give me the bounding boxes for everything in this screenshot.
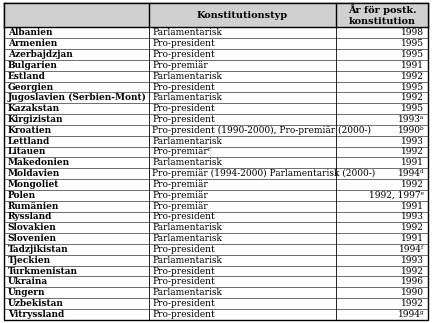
Text: Parlamentarisk: Parlamentarisk xyxy=(152,137,222,146)
Text: Parlamentarisk: Parlamentarisk xyxy=(152,158,222,167)
Text: Slovenien: Slovenien xyxy=(8,234,57,243)
Text: Pro-president (1990-2000), Pro-premiär (2000-): Pro-president (1990-2000), Pro-premiär (… xyxy=(152,126,372,135)
Text: Parlamentarisk: Parlamentarisk xyxy=(152,72,222,81)
Bar xyxy=(4,3,428,27)
Text: 1992: 1992 xyxy=(401,180,424,189)
Text: Parlamentarisk: Parlamentarisk xyxy=(152,93,222,102)
Text: 1992: 1992 xyxy=(401,299,424,308)
Text: Pro-president: Pro-president xyxy=(152,213,215,222)
Text: Pro-premiär: Pro-premiär xyxy=(152,202,208,211)
Text: Vitryssland: Vitryssland xyxy=(8,310,64,319)
Text: 1993: 1993 xyxy=(401,213,424,222)
Text: Pro-president: Pro-president xyxy=(152,310,215,319)
Text: Pro-president: Pro-president xyxy=(152,299,215,308)
Text: 1995: 1995 xyxy=(401,82,424,91)
Text: Uzbekistan: Uzbekistan xyxy=(8,299,64,308)
Text: 1995: 1995 xyxy=(401,50,424,59)
Text: Jugoslavien (Serbien-Mont): Jugoslavien (Serbien-Mont) xyxy=(8,93,146,102)
Text: Armenien: Armenien xyxy=(8,39,57,48)
Text: 1991: 1991 xyxy=(401,202,424,211)
Text: 1992: 1992 xyxy=(401,72,424,81)
Text: Pro-president: Pro-president xyxy=(152,39,215,48)
Text: Pro-president: Pro-president xyxy=(152,82,215,91)
Text: Rumänien: Rumänien xyxy=(8,202,59,211)
Text: 1996: 1996 xyxy=(401,277,424,287)
Text: Lettland: Lettland xyxy=(8,137,50,146)
Text: 1990: 1990 xyxy=(401,288,424,297)
Text: Parlamentarisk: Parlamentarisk xyxy=(152,234,222,243)
Text: 1992: 1992 xyxy=(401,223,424,232)
Text: 1998: 1998 xyxy=(401,28,424,37)
Text: Pro-president: Pro-president xyxy=(152,277,215,287)
Text: Turkmenistan: Turkmenistan xyxy=(8,266,78,276)
Text: Pro-premiär: Pro-premiär xyxy=(152,180,208,189)
Text: Pro-premiärᶜ: Pro-premiärᶜ xyxy=(152,148,211,156)
Text: Estland: Estland xyxy=(8,72,46,81)
Text: Makedonien: Makedonien xyxy=(8,158,70,167)
Text: 1990ᵇ: 1990ᵇ xyxy=(397,126,424,135)
Text: Tadzjikistan: Tadzjikistan xyxy=(8,245,68,254)
Text: 1994ᶠ: 1994ᶠ xyxy=(399,245,424,254)
Text: Azerbajdzjan: Azerbajdzjan xyxy=(8,50,73,59)
Text: Slovakien: Slovakien xyxy=(8,223,57,232)
Text: 1991: 1991 xyxy=(401,158,424,167)
Text: Moldavien: Moldavien xyxy=(8,169,60,178)
Text: Pro-premiär: Pro-premiär xyxy=(152,61,208,70)
Text: Pro-premiär (1994-2000) Parlamentarisk (2000-): Pro-premiär (1994-2000) Parlamentarisk (… xyxy=(152,169,376,178)
Text: 1994ᵈ: 1994ᵈ xyxy=(397,169,424,178)
Text: 1992: 1992 xyxy=(401,266,424,276)
Text: Bulgarien: Bulgarien xyxy=(8,61,57,70)
Text: Kroatien: Kroatien xyxy=(8,126,52,135)
Text: Litauen: Litauen xyxy=(8,148,46,156)
Text: Tjeckien: Tjeckien xyxy=(8,256,51,265)
Text: Parlamentarisk: Parlamentarisk xyxy=(152,28,222,37)
Text: År för postk.
konstitution: År för postk. konstitution xyxy=(348,5,416,26)
Text: Konstitutionstyp: Konstitutionstyp xyxy=(197,11,288,20)
Text: 1993: 1993 xyxy=(401,137,424,146)
Text: Pro-president: Pro-president xyxy=(152,266,215,276)
Text: Pro-president: Pro-president xyxy=(152,104,215,113)
Text: 1992: 1992 xyxy=(401,93,424,102)
Text: Kazakstan: Kazakstan xyxy=(8,104,60,113)
Text: 1994ᵍ: 1994ᵍ xyxy=(397,310,424,319)
Text: Ungern: Ungern xyxy=(8,288,45,297)
Text: 1993: 1993 xyxy=(401,256,424,265)
Text: 1993ᵃ: 1993ᵃ xyxy=(398,115,424,124)
Text: Polen: Polen xyxy=(8,191,36,200)
Text: Pro-president: Pro-president xyxy=(152,115,215,124)
Text: Kirgizistan: Kirgizistan xyxy=(8,115,63,124)
Text: Pro-premiär: Pro-premiär xyxy=(152,191,208,200)
Text: 1992, 1997ᵉ: 1992, 1997ᵉ xyxy=(369,191,424,200)
Text: Albanien: Albanien xyxy=(8,28,52,37)
Text: Mongoliet: Mongoliet xyxy=(8,180,59,189)
Text: Georgien: Georgien xyxy=(8,82,54,91)
Text: 1991: 1991 xyxy=(401,61,424,70)
Text: 1992: 1992 xyxy=(401,148,424,156)
Text: 1995: 1995 xyxy=(401,39,424,48)
Text: 1995: 1995 xyxy=(401,104,424,113)
Text: Ukraina: Ukraina xyxy=(8,277,48,287)
Text: Parlamentarisk: Parlamentarisk xyxy=(152,223,222,232)
Text: 1991: 1991 xyxy=(401,234,424,243)
Text: Ryssland: Ryssland xyxy=(8,213,52,222)
Text: Parlamentarisk: Parlamentarisk xyxy=(152,288,222,297)
Text: Parlamentarisk: Parlamentarisk xyxy=(152,256,222,265)
Text: Pro-president: Pro-president xyxy=(152,245,215,254)
Text: Pro-president: Pro-president xyxy=(152,50,215,59)
